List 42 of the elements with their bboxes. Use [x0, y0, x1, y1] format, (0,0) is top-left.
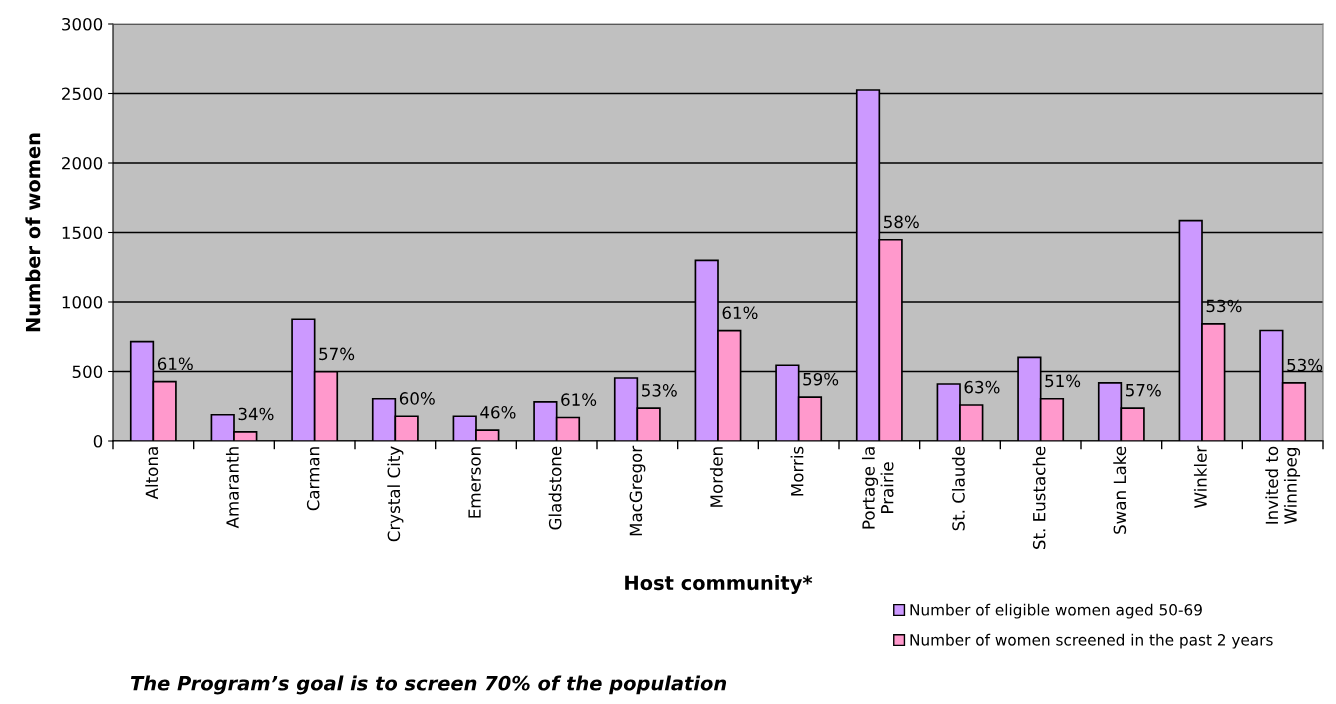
annotation: 57% — [319, 347, 355, 361]
annotation: 59% — [803, 372, 839, 386]
y-tick-label: 3000 — [62, 17, 103, 31]
y-tick-label: 2500 — [62, 87, 103, 101]
annotation: 61% — [157, 357, 193, 371]
annotation: 57% — [1126, 383, 1161, 397]
x-tick-label: MacGregor — [629, 445, 646, 536]
x-tick-label: Morris — [790, 446, 804, 496]
annotation: 63% — [964, 380, 1000, 394]
y-tick-label: 1500 — [62, 226, 103, 240]
annotation: 61% — [722, 306, 758, 320]
text: The Program’s goal is to screen 70% of the population — [130, 675, 727, 695]
x-tick-label: St. Eustache — [1032, 446, 1046, 549]
annotation: 60% — [399, 392, 435, 405]
y-axis-title: Number of women — [25, 133, 41, 332]
x-tick-label: Gladstone — [548, 446, 562, 530]
annotation: 53% — [642, 384, 677, 397]
y-tick-label: 500 — [72, 365, 103, 379]
x-tick-label: Emerson — [468, 447, 481, 518]
x-tick-label: Portage la Prairie — [861, 447, 894, 529]
annotation: 58% — [884, 215, 919, 229]
annotation: 34% — [238, 407, 274, 421]
x-tick-label: Winkler — [1193, 445, 1207, 508]
y-tick-label: 1000 — [62, 295, 103, 309]
x-tick-label: Crystal City — [387, 446, 404, 542]
annotation: 61% — [561, 393, 597, 406]
y-tick-label: 2000 — [62, 156, 103, 170]
x-tick-label: Swan Lake — [1113, 446, 1127, 534]
legend-label: Number of women screened in the past 2 years — [910, 633, 1273, 649]
x-tick-label: Invited to Winnipeg — [1265, 446, 1301, 524]
y-tick-label: 0 — [93, 434, 103, 448]
annotation: 51% — [1045, 374, 1081, 388]
x-tick-label: Morden — [709, 447, 723, 507]
x-tick-label: Carman — [306, 447, 320, 511]
x-tick-label: St. Claude — [951, 446, 965, 531]
legend-label: Number of eligible women aged 50-69 — [910, 603, 1202, 619]
annotation: 46% — [480, 405, 516, 419]
x-tick-label: Altona — [145, 447, 159, 500]
annotation: 53% — [1206, 299, 1242, 313]
x-axis-title: Host community* — [625, 575, 813, 595]
x-tick-label: Amaranth — [225, 447, 239, 529]
annotation: 53% — [1287, 358, 1323, 372]
